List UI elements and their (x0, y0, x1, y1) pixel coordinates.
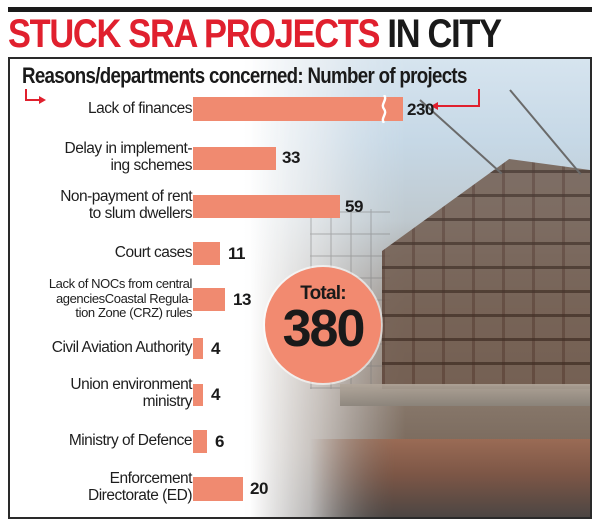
bar-label: Ministry of Defence (68, 432, 193, 449)
bar-label-line: Ministry of Defence (68, 432, 193, 449)
bar (193, 242, 220, 265)
pointer-arrow-right-icon (431, 89, 480, 110)
bar-label-line: Enforcement (109, 470, 193, 487)
total-label: Total: (300, 283, 346, 304)
bar-label-line: Delay in implement- (64, 140, 193, 157)
bar (193, 384, 203, 406)
bar-label-line: Court cases (114, 244, 193, 261)
bar-label: Delay in implement- ing schemes (64, 140, 193, 174)
bar (193, 288, 225, 311)
bar-label-line: to slum dwellers (88, 205, 193, 222)
bar (193, 195, 340, 218)
axis-break-icon (381, 95, 387, 123)
bar-label-line: ministry (142, 393, 193, 410)
bar-value: 13 (233, 290, 251, 309)
bar-label-line: Civil Aviation Authority (51, 339, 193, 356)
chart-frame: Reasons/departments concerned: Number of… (8, 57, 592, 519)
bar-label-line: tion Zone (CRZ) rules (75, 305, 192, 320)
pointer-arrow-left-icon (25, 89, 46, 104)
bar-label-line: ing schemes (110, 157, 192, 174)
bar-value: 4 (211, 385, 220, 404)
bar-label-line: Lack of finances (87, 100, 193, 117)
total-badge: Total: 380 (265, 267, 381, 383)
bar-value: 11 (228, 244, 245, 263)
bar-label: Court cases (114, 244, 193, 261)
bar-label: Lack of finances (87, 100, 193, 117)
bar (193, 430, 207, 453)
bar-value: 6 (215, 432, 224, 451)
bar-label-line: Union environment (70, 376, 192, 393)
bar (193, 95, 403, 123)
bar-value: 59 (345, 197, 363, 216)
bar-value: 4 (211, 339, 220, 358)
top-rule (8, 7, 592, 12)
bar-label: Enforcement Directorate (ED) (88, 470, 192, 504)
title-red-part: STUCK SRA PROJECTS (8, 12, 380, 56)
title-black-part: IN CITY (387, 12, 502, 56)
photo-bridge (340, 384, 590, 406)
bar-value: 230 (407, 100, 434, 119)
bar-label: Non-payment of rent to slum dwellers (60, 188, 192, 222)
photo-ground (310, 439, 590, 517)
chart-title: STUCK SRA PROJECTS IN CITY (8, 12, 502, 56)
bar-value: 20 (250, 479, 268, 498)
total-value: 380 (282, 300, 366, 358)
bar-label-line: Lack of NOCs from central (48, 276, 193, 291)
bar (193, 338, 203, 359)
bar-label: Civil Aviation Authority (51, 339, 193, 356)
bar (193, 147, 276, 170)
bar-label: Union environment ministry (70, 376, 192, 410)
bar-label: Lack of NOCs from central agenciesCoasta… (48, 276, 193, 321)
bar-label-line: agenciesCoastal Regula- (55, 290, 192, 306)
bar (193, 477, 243, 501)
bar-label-line: Directorate (ED) (88, 487, 192, 504)
chart-subtitle: Reasons/departments concerned: Number of… (22, 63, 467, 88)
bar-value: 33 (282, 148, 300, 167)
bar-label-line: Non-payment of rent (60, 188, 192, 205)
